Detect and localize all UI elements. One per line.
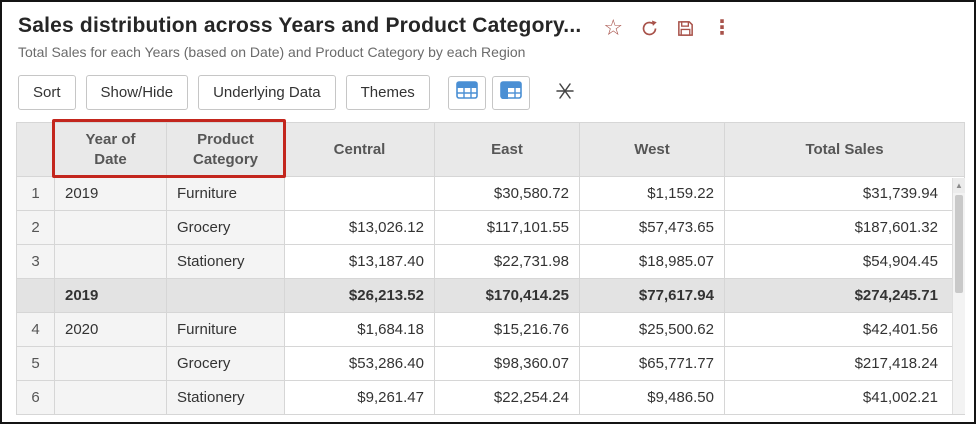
value-cell[interactable]: $9,486.50 <box>579 380 725 415</box>
year-cell[interactable]: 2019 <box>54 278 167 313</box>
page-subtitle: Total Sales for each Years (based on Dat… <box>18 44 526 60</box>
table-row: 6 Stationery $9,261.47 $22,254.24 $9,486… <box>16 380 965 415</box>
column-header-year[interactable]: Year of Date <box>54 122 167 177</box>
total-cell[interactable]: $41,002.21 <box>724 380 965 415</box>
collapse-icon <box>554 80 576 105</box>
column-header-category[interactable]: Product Category <box>166 122 285 177</box>
value-cell[interactable]: $13,026.12 <box>284 210 435 245</box>
value-cell[interactable]: $15,216.76 <box>434 312 580 347</box>
table-row: 4 2020 Furniture $1,684.18 $15,216.76 $2… <box>16 312 965 347</box>
value-cell[interactable]: $1,159.22 <box>579 176 725 211</box>
page-title: Sales distribution across Years and Prod… <box>18 14 582 37</box>
value-cell[interactable]: $18,985.07 <box>579 244 725 279</box>
total-cell[interactable]: $187,601.32 <box>724 210 965 245</box>
column-header-east[interactable]: East <box>434 122 580 177</box>
year-cell[interactable] <box>54 380 167 415</box>
underlying-data-button[interactable]: Underlying Data <box>198 75 336 110</box>
table-row: 3 Stationery $13,187.40 $22,731.98 $18,9… <box>16 244 965 279</box>
value-cell[interactable]: $77,617.94 <box>579 278 725 313</box>
vertical-scrollbar[interactable]: ▲ <box>952 178 965 414</box>
total-cell[interactable]: $42,401.56 <box>724 312 965 347</box>
category-cell[interactable]: Grocery <box>166 210 285 245</box>
year-cell[interactable] <box>54 210 167 245</box>
table-row: 2 Grocery $13,026.12 $117,101.55 $57,473… <box>16 210 965 245</box>
value-cell[interactable]: $98,360.07 <box>434 346 580 381</box>
year-cell[interactable]: 2020 <box>54 312 167 347</box>
data-table: Year of Date Product Category Central Ea… <box>16 122 965 415</box>
row-number: 1 <box>16 176 55 211</box>
category-cell[interactable]: Furniture <box>166 312 285 347</box>
category-cell[interactable]: Grocery <box>166 346 285 381</box>
value-cell[interactable]: $1,684.18 <box>284 312 435 347</box>
category-cell[interactable]: Stationery <box>166 244 285 279</box>
total-cell[interactable]: $31,739.94 <box>724 176 965 211</box>
column-header-west[interactable]: West <box>579 122 725 177</box>
value-cell[interactable]: $22,731.98 <box>434 244 580 279</box>
value-cell[interactable]: $26,213.52 <box>284 278 435 313</box>
toolbar: Sort Show/Hide Underlying Data Themes <box>2 60 974 122</box>
year-cell[interactable] <box>54 244 167 279</box>
row-number <box>16 278 55 313</box>
year-cell[interactable] <box>54 346 167 381</box>
favorite-star-icon[interactable]: ☆ <box>603 15 624 40</box>
value-cell[interactable]: $65,771.77 <box>579 346 725 381</box>
value-cell[interactable]: $25,500.62 <box>579 312 725 347</box>
total-cell[interactable]: $217,418.24 <box>724 346 965 381</box>
pivot-table: Year of Date Product Category Central Ea… <box>16 119 966 415</box>
scroll-up-button[interactable]: ▲ <box>953 178 965 193</box>
row-number: 2 <box>16 210 55 245</box>
themes-button[interactable]: Themes <box>345 75 430 110</box>
column-header-total-sales[interactable]: Total Sales <box>724 122 965 177</box>
value-cell[interactable]: $57,473.65 <box>579 210 725 245</box>
value-cell[interactable]: $9,261.47 <box>284 380 435 415</box>
total-cell[interactable]: $274,245.71 <box>724 278 965 313</box>
value-cell[interactable]: $53,286.40 <box>284 346 435 381</box>
column-header-central[interactable]: Central <box>284 122 435 177</box>
table-row: 5 Grocery $53,286.40 $98,360.07 $65,771.… <box>16 346 965 381</box>
collapse-button[interactable] <box>550 78 580 108</box>
table-row: 1 2019 Furniture $30,580.72 $1,159.22 $3… <box>16 176 965 211</box>
value-cell[interactable]: $13,187.40 <box>284 244 435 279</box>
row-number: 6 <box>16 380 55 415</box>
column-header-rownum <box>16 122 55 177</box>
table-view-button[interactable] <box>447 75 486 110</box>
sort-button[interactable]: Sort <box>18 75 76 110</box>
scrollbar-thumb[interactable] <box>955 195 963 293</box>
year-cell[interactable]: 2019 <box>54 176 167 211</box>
header-row: Year of Date Product Category Central Ea… <box>16 122 965 177</box>
value-cell[interactable]: $170,414.25 <box>434 278 580 313</box>
more-menu-icon[interactable]: ⋮ <box>712 17 733 39</box>
header-actions: ☆ ⋮ <box>603 17 732 39</box>
show-hide-button[interactable]: Show/Hide <box>85 75 189 110</box>
subtotal-row: 2019 $26,213.52 $170,414.25 $77,617.94 $… <box>16 278 965 313</box>
value-cell[interactable]: $30,580.72 <box>434 176 580 211</box>
row-number: 3 <box>16 244 55 279</box>
value-cell[interactable] <box>284 176 435 211</box>
category-cell[interactable]: Furniture <box>166 176 285 211</box>
table-view-icon <box>456 81 478 104</box>
value-cell[interactable]: $117,101.55 <box>434 210 580 245</box>
category-cell[interactable]: Stationery <box>166 380 285 415</box>
save-icon[interactable] <box>676 19 695 38</box>
total-cell[interactable]: $54,904.45 <box>724 244 965 279</box>
row-number: 5 <box>16 346 55 381</box>
category-cell[interactable] <box>166 278 285 313</box>
value-cell[interactable]: $22,254.24 <box>434 380 580 415</box>
row-number: 4 <box>16 312 55 347</box>
pivot-view-button[interactable] <box>491 75 530 110</box>
titlebar: Sales distribution across Years and Prod… <box>2 2 974 39</box>
pivot-view-icon <box>500 81 522 104</box>
refresh-icon[interactable] <box>640 19 659 38</box>
